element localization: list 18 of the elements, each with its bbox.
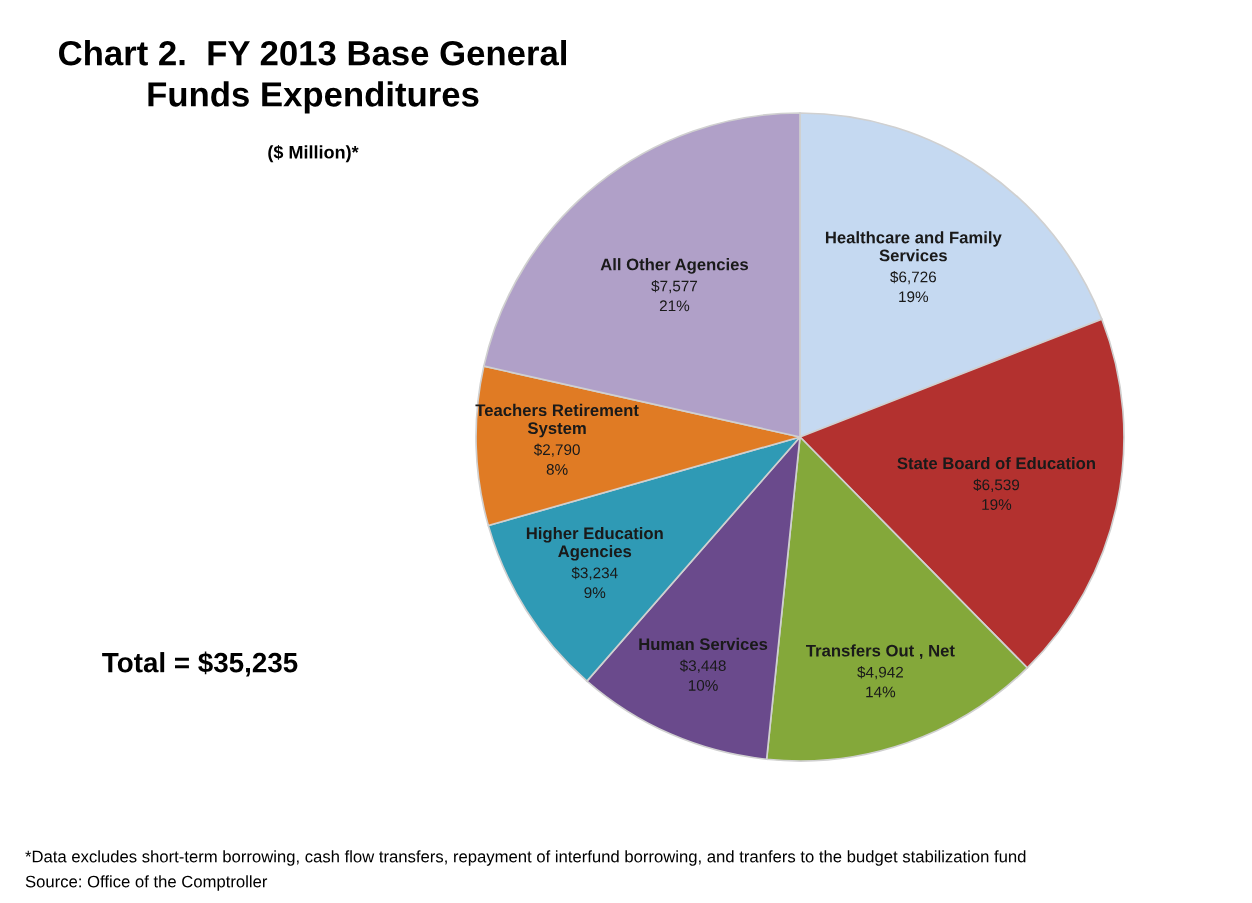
chart-title: Chart 2. FY 2013 Base General Funds Expenditures (59, 40, 566, 114)
slice-label: Higher Education Agencies (526, 526, 663, 561)
text: Total = $35,235 (102, 651, 298, 677)
data-label: $3,234 9% (571, 566, 618, 599)
data-label: $3,448 10% (679, 659, 726, 691)
slice-label: All Other Agencies (600, 258, 749, 274)
data-label: $6,726 19% (890, 270, 937, 303)
slice-label: Transfers Out , Net (806, 644, 955, 659)
slice-label: Healthcare and Family Services (825, 231, 1002, 262)
data-label: $7,577 21% (651, 279, 698, 312)
slice-label: State Board of Education (897, 456, 1095, 470)
text: *Data excludes short-term borrowing, cash flow transfers, repayment of interfund borrowing, and tranfers to the budget stabilization fund (25, 850, 1026, 866)
source-note: Source: Office of the Comptroller (25, 875, 268, 891)
data-label: $6,539 19% (973, 478, 1020, 510)
text: ($ Million)* (268, 145, 359, 163)
data-label: $2,790 8% (533, 443, 580, 475)
data-label: $4,942 14% (857, 666, 903, 698)
slice-label: Human Services (639, 637, 768, 651)
